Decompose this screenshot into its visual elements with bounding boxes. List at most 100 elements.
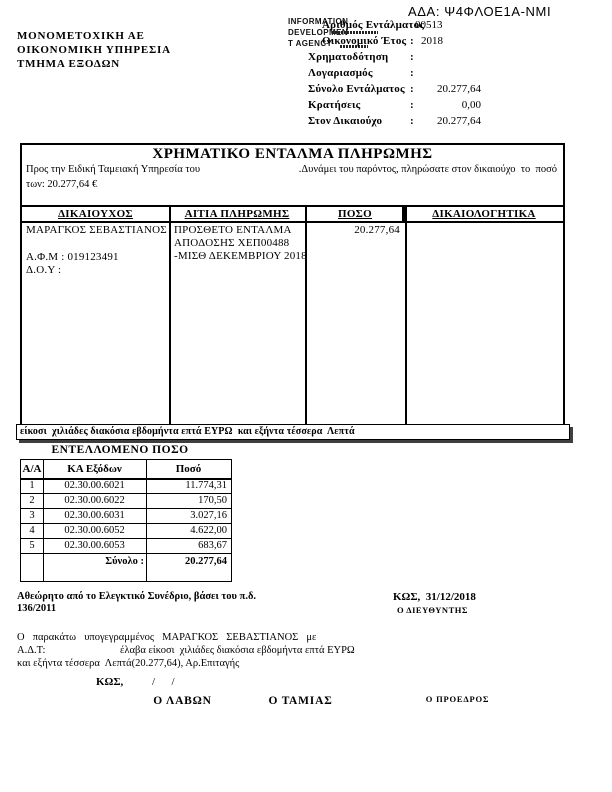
row-aa: 1 [29,480,35,491]
table-header-top-line [22,205,563,207]
row-aa: 2 [29,495,35,506]
field-value: 00513 [415,19,443,31]
column-separator [169,205,171,424]
ada-code: ΑΔΑ: Ψ4ΦΛΟΕ1Α-ΝΜΙ [408,4,552,19]
place-and-date: ΚΩΣ, 31/12/2018 [393,591,476,603]
document-title: ΧΡΗΜΑΤΙΚΟ ΕΝΤΑΛΜΑ ΠΛΗΡΩΜΗΣ [152,146,433,162]
column-separator-thick [402,205,407,222]
receipt-line3: και εξήντα τέσσερα Λεπτά(20.277,64), Αρ.… [17,658,240,669]
row-aa: 3 [29,510,35,521]
table-hline [21,478,231,480]
col-header-ka-exodon: ΚΑ Εξόδων [67,463,122,475]
audit-note-line1: Αθεώρητο από το Ελεγκτικό Συνέδριο, βάσε… [17,591,257,602]
org-service: ΟΙΚΟΝΟΜΙΚΗ ΥΠΗΡΕΣΙΑ [17,44,171,56]
beneficiary-afm: Α.Φ.Μ : 019123491 [26,251,119,263]
row-code: 02.30.00.6053 [64,540,125,551]
field-label: Οικονομικό Έτος [322,35,407,47]
field-label: Κρατήσεις [308,99,361,111]
row-aa: 4 [29,525,35,536]
stamp-line-1: INFORMATION [288,17,349,26]
director-signature-label: Ο ΔΙΕΥΘΥΝΤΗΣ [397,605,468,615]
row-amount: 683,67 [198,540,227,551]
row-amount: 3.027,16 [190,510,227,521]
field-label: Χρηματοδότηση [308,51,389,63]
afm-label: Α.Φ.Μ : [26,251,65,263]
table-vline [43,460,44,581]
reason-line: ΑΠΟΔΟΣΗΣ ΧΕΠ00488 [174,237,290,249]
field-value: 20.277,64 [437,83,481,95]
stamp-line-3: T AGENCY [288,39,333,48]
field-value: 0,00 [461,99,481,111]
row-code: 02.30.00.6022 [64,495,125,506]
stamp-micro-text [340,45,368,48]
field-row-fiscal-year: Οικονομικό Έτος : 2018 [0,35,612,49]
field-row-order-number: Αριθμός Εντάλματος 00513 [0,19,612,33]
table-hline [21,508,231,509]
table-vline [146,460,147,581]
row-amount: 11.774,31 [185,480,227,491]
intro-line: Προς την Ειδική Ταμειακή Υπηρεσία του .Δ… [26,164,557,175]
row-code: 02.30.00.6052 [64,525,125,536]
col-header-aa: Α/Α [22,463,42,475]
receipt-line1: Ο παρακάτω υπογεγραμμένος ΜΑΡΑΓΚΟΣ ΣΕΒΑΣ… [17,632,317,643]
field-colon: : [410,67,414,79]
adt-label: Α.Δ.Τ: [17,645,46,656]
column-header-payment-reason: ΑΙΤΙΑ ΠΛΗΡΩΜΗΣ [184,208,290,220]
table-header-bottom-line [22,221,563,223]
audit-note-line2: 136/2011 [17,603,57,614]
kos-date-label: ΚΩΣ, [96,676,124,688]
table-hline [21,493,231,494]
field-row-account: Λογαριασμός : [0,67,612,81]
stamp-line-2: DEVELOPMEN [288,28,349,37]
stamp-micro-text [332,31,378,34]
field-colon: : [410,51,414,63]
row-code: 02.30.00.6021 [64,480,125,491]
intro-amount-text: των: 20.277,64 € [26,179,98,190]
field-row-to-beneficiary: Στον Δικαιούχο : 20.277,64 [0,115,612,129]
org-department: ΤΜΗΜΑ ΕΞΟΔΩΝ [17,58,120,70]
row-amount: 4.622,00 [190,525,227,536]
signature-proedros: Ο ΠΡΟΕΔΡΟΣ [425,694,490,704]
table-hline [21,553,231,554]
amount-in-words-text: είκοσι χιλιάδες διακόσια εβδομήντα επτά … [20,425,355,437]
field-label: Λογαριασμός [308,67,373,79]
org-name: ΜΟΝΟΜΕΤΟΧΙΚΗ ΑΕ [17,30,145,42]
table-hline [21,538,231,539]
table-hline [21,523,231,524]
field-colon: : [410,115,414,127]
field-colon: : [410,35,414,47]
row-amount: 170,50 [198,495,227,506]
date-slashes: / / [152,676,175,688]
beneficiary-doy: Δ.Ο.Υ : [26,264,62,276]
column-separator [305,205,307,424]
payment-order-box: ΧΡΗΜΑΤΙΚΟ ΕΝΤΑΛΜΑ ΠΛΗΡΩΜΗΣ Προς την Ειδι… [20,143,565,426]
field-colon: : [410,99,414,111]
total-label: Σύνολο : [105,556,144,567]
column-header-amount: ΠΟΣΟ [337,208,373,220]
amount-in-words-strip: είκοσι χιλιάδες διακόσια εβδομήντα επτά … [16,424,570,440]
ordered-amount-title: ΕΝΤΕΛΛΟΜΕΝΟ ΠΟΣΟ [51,444,189,456]
order-amount: 20.277,64 [354,224,400,236]
column-separator [405,205,407,424]
row-code: 02.30.00.6031 [64,510,125,521]
column-header-documents: ΔΙΚΑΙΟΛΟΓΗΤΙΚΑ [432,208,536,220]
afm-value: 019123491 [67,251,119,263]
field-row-order-total: Σύνολο Εντάλματος : 20.277,64 [0,83,612,97]
signature-labon: Ο ΛΑΒΩΝ [153,695,212,707]
column-header-beneficiary: ΔΙΚΑΙΟΥΧΟΣ [58,208,133,220]
field-colon: : [410,83,414,95]
field-label: Αριθμός Εντάλματος [322,19,425,31]
row-aa: 5 [29,540,35,551]
ordered-amount-table: Α/Α ΚΑ Εξόδων Ποσό 1 02.30.00.6021 11.77… [20,459,232,582]
reason-line: -ΜΙΣΘ ΔΕΚΕΜΒΡΙΟΥ 2018 [174,250,307,262]
field-row-funding: Χρηματοδότηση : [0,51,612,65]
field-label: Στον Δικαιούχο [308,115,383,127]
field-value: 20.277,64 [437,115,481,127]
receipt-line2-text: έλαβα είκοσι χιλιάδες διακόσια εβδομήντα… [120,645,355,656]
col-header-poso: Ποσό [175,463,202,475]
intro-right-text: .Δυνάμει του παρόντος, πληρώσατε στον δι… [298,164,557,175]
field-label: Σύνολο Εντάλματος [308,83,405,95]
intro-left-text: Προς την Ειδική Ταμειακή Υπηρεσία του [26,164,201,175]
field-value: 2018 [421,35,443,47]
